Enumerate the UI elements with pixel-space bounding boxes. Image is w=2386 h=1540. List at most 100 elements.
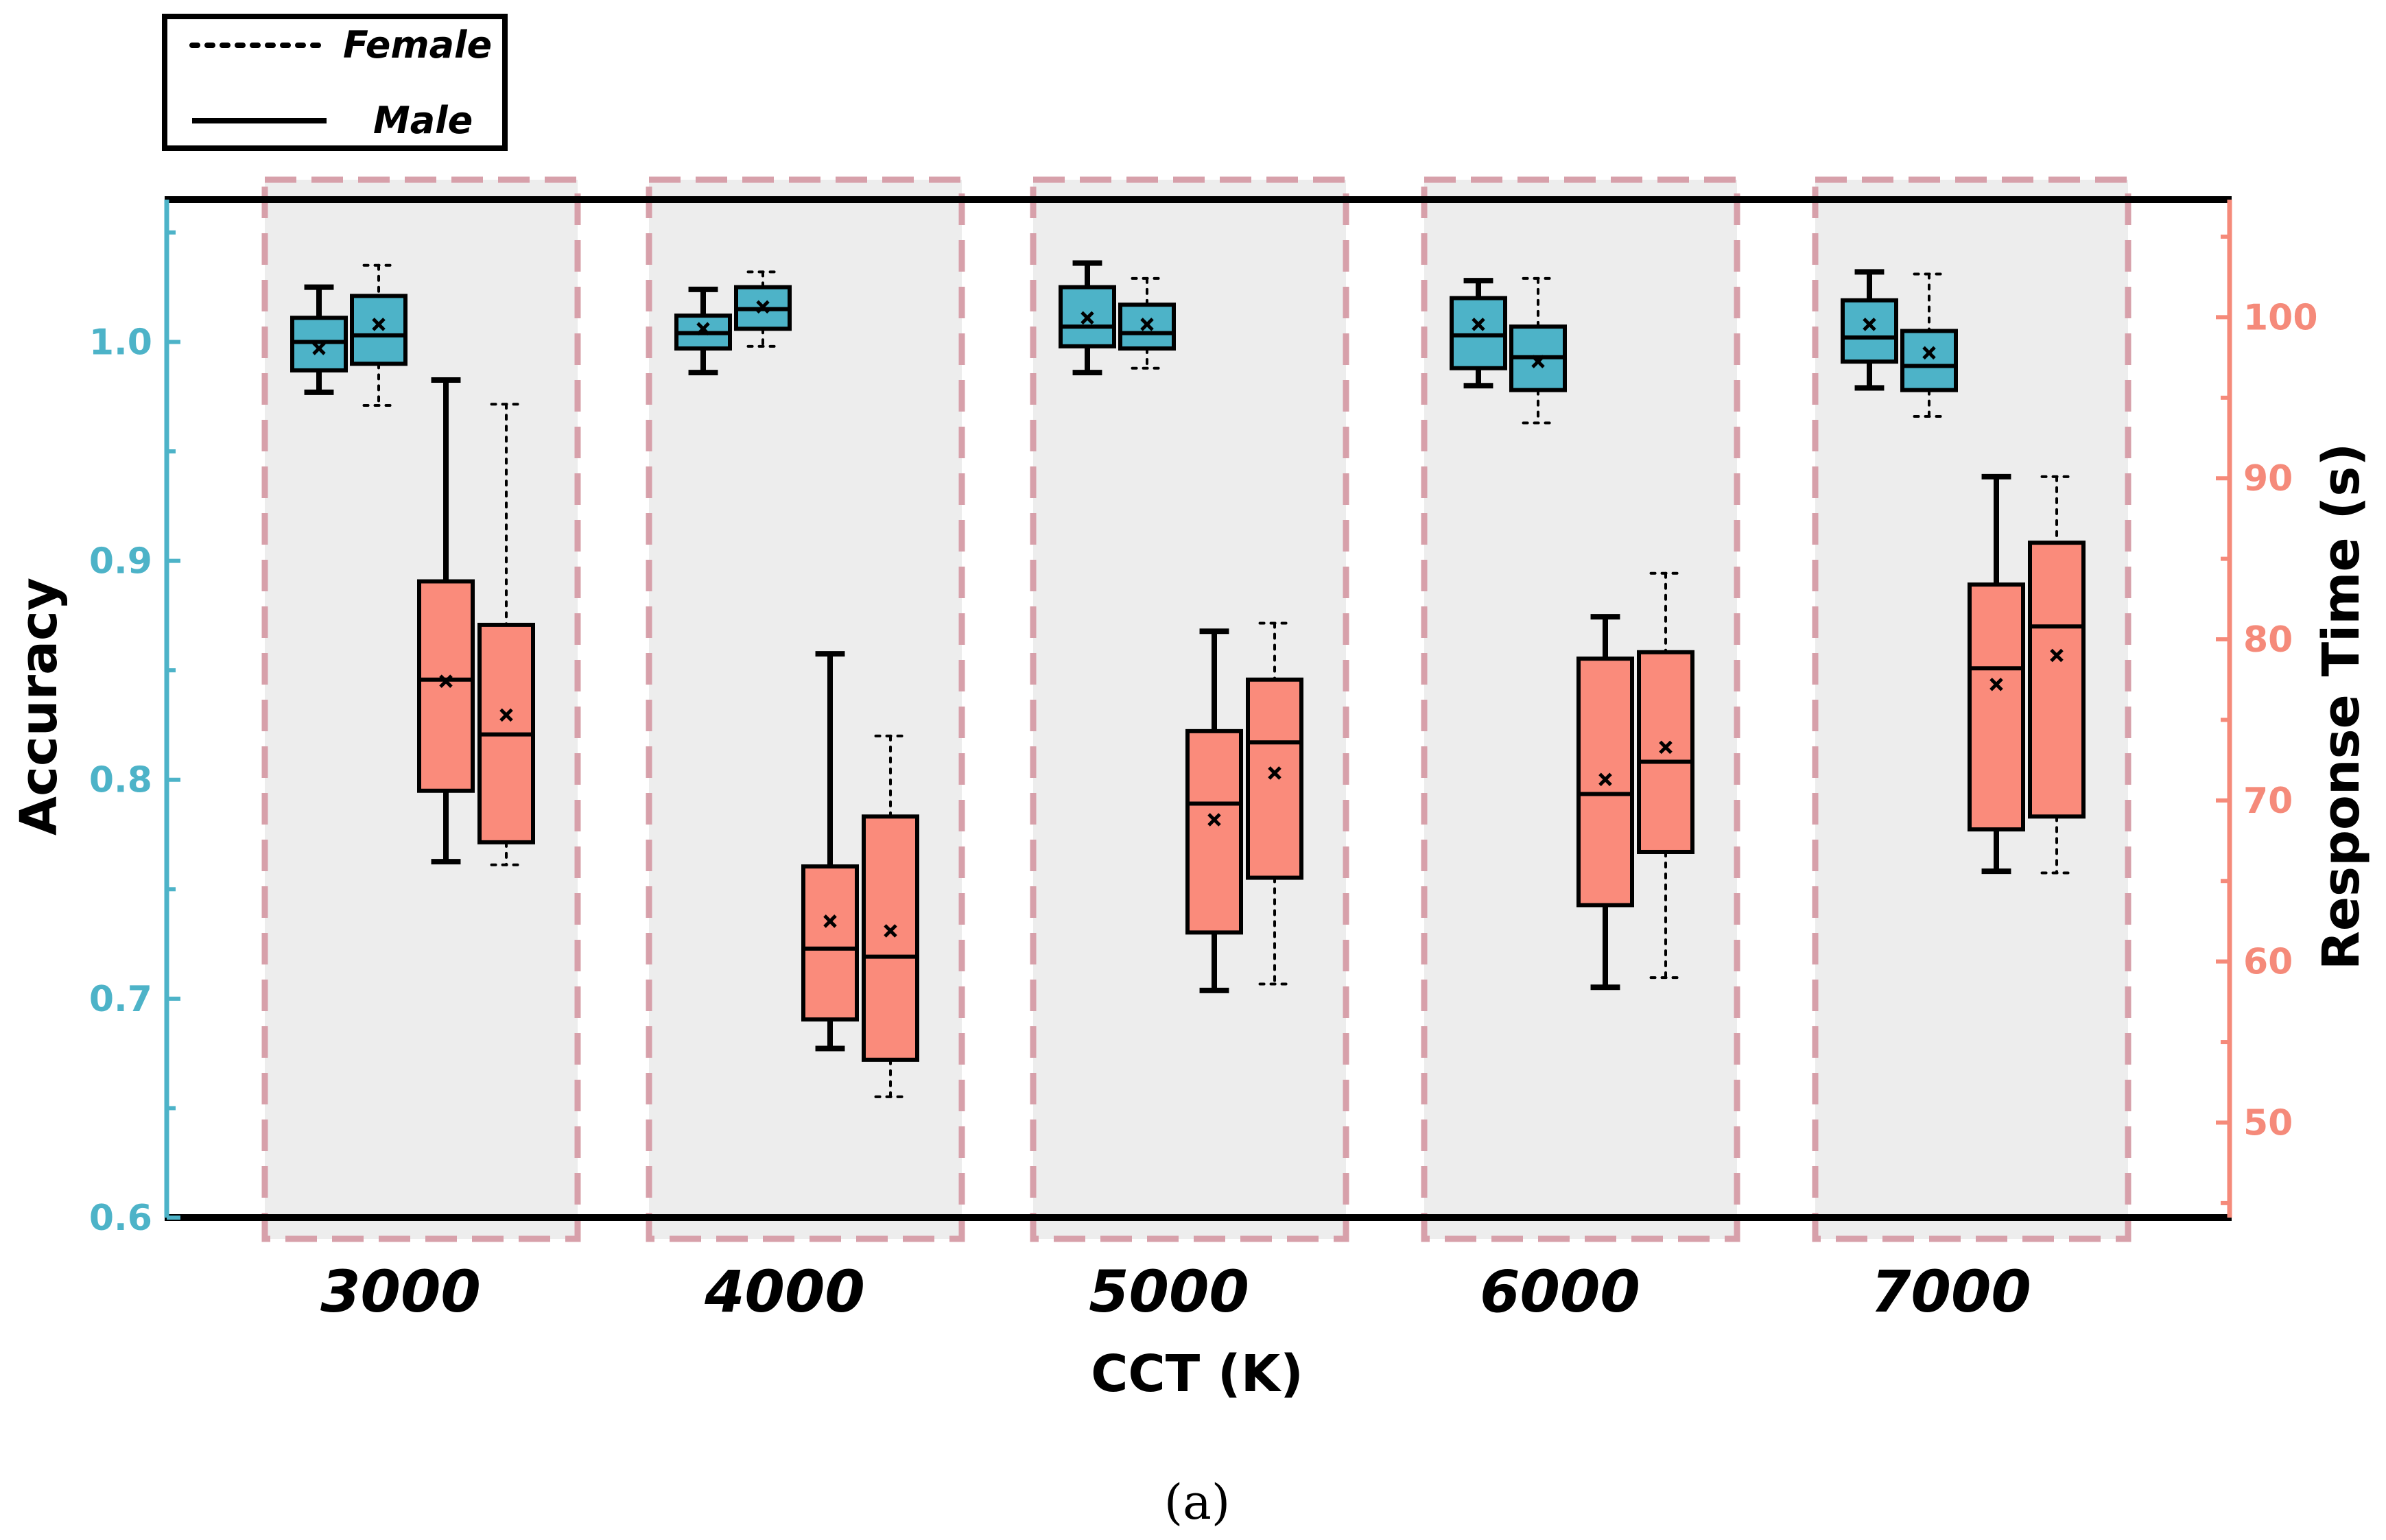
mean-marker [499,708,513,722]
left-tick-label: 0.6 [89,1198,152,1239]
right-tick-label: 60 [2243,942,2293,983]
series-accuracy-male- [290,260,1898,395]
mean-marker-stroke [499,708,513,722]
box-4000-male-left [674,286,732,376]
box-6000-male-right [1576,614,1634,991]
category-label-6000: 6000 [1480,1258,1640,1325]
mean-marker-stroke [823,914,837,928]
mean-marker [1989,678,2003,691]
left-tick-label: 0.7 [89,979,152,1020]
box-iqr [1968,582,2025,832]
mean-marker-stroke [312,342,326,355]
box-iqr [2028,541,2086,819]
box-iqr [290,316,348,372]
box-7000-male-right [1968,473,2025,875]
mean-marker-stroke [1922,346,1936,360]
box-3000-female-right [477,403,535,866]
mean-marker-stroke [1989,678,2003,691]
mean-marker-stroke [1080,311,1094,325]
category-label-3000: 3000 [320,1258,481,1325]
category-label-7000: 7000 [1871,1258,2031,1325]
mean-marker-stroke [439,674,453,688]
mean-marker-stroke [1472,318,1485,331]
mean-marker [439,674,453,688]
box-iqr [862,814,919,1062]
right-axis-ticks: 50 60 70 80 90 100 [2216,235,2318,1205]
mean-marker [1140,318,1154,331]
box-5000-male-right [1185,628,1243,993]
box-5000-male-left [1059,260,1116,376]
mean-marker [1472,318,1485,331]
box-4000-female-right [862,734,919,1098]
left-tick-label: 0.8 [89,760,152,801]
category-labels: 3000 4000 5000 6000 7000 [320,1258,2031,1325]
mean-marker-stroke [1863,318,1876,331]
box-iqr [350,294,407,366]
box-4000-female-left [734,270,792,348]
box-series [290,260,2086,1098]
category-label-4000: 4000 [704,1258,865,1325]
y-axis-right-title: Response Time (s) [2312,443,2371,970]
mean-marker [884,924,897,938]
mean-marker [1207,813,1221,827]
mean-marker [1598,772,1612,787]
mean-marker-stroke [1268,766,1281,780]
mean-marker-stroke [756,300,770,314]
box-5000-female-left [1118,276,1176,370]
mean-marker-stroke [1531,355,1545,368]
mean-marker [1080,311,1094,325]
mean-marker [1531,355,1545,368]
x-axis-title: CCT (K) [1091,1344,1303,1403]
mean-marker [1863,318,1876,331]
mean-marker [2050,648,2064,663]
box-6000-male-left [1450,278,1507,389]
mean-marker [1659,740,1673,755]
box-iqr [1841,298,1898,364]
box-6000-female-left [1509,276,1567,425]
series-accuracy-female- [350,263,1958,425]
y-axis-left-title: Accuracy [10,578,69,836]
mean-marker-stroke [1207,813,1221,827]
box-6000-female-right [1637,571,1694,980]
mean-marker [756,300,770,314]
series-response-time-male- [417,377,2025,1052]
right-tick-label: 50 [2243,1102,2293,1144]
mean-marker-stroke [1140,318,1154,331]
right-tick-label: 70 [2243,781,2293,822]
right-tick-label: 80 [2243,619,2293,661]
box-iqr [1450,296,1507,370]
series-response-time-female- [477,403,2086,1098]
mean-marker-stroke [696,322,710,336]
mean-marker-stroke [884,924,897,938]
box-7000-female-right [2028,475,2086,875]
box-iqr [1185,728,1243,935]
mean-marker [1922,346,1936,360]
box-7000-male-left [1841,269,1898,391]
legend-female-label: Female [343,23,492,67]
mean-marker [372,318,386,331]
box-iqr [1637,650,1694,854]
figure-caption: (a) [1164,1474,1230,1530]
left-tick-label: 0.9 [89,541,152,582]
right-tick-label: 100 [2243,297,2318,338]
box-iqr [801,864,859,1022]
box-5000-female-right [1246,621,1303,986]
left-axis-ticks: 0.6 0.7 0.8 0.9 1.0 [89,230,180,1239]
mean-marker-stroke [372,318,386,331]
box-3000-male-right [417,377,475,865]
box-iqr [1246,677,1303,880]
category-label-5000: 5000 [1089,1258,1249,1325]
mean-marker [1268,766,1281,780]
box-iqr [417,579,475,793]
mean-marker [696,322,710,336]
right-tick-label: 90 [2243,458,2293,499]
box-iqr [1900,329,1958,392]
box-7000-female-left [1900,272,1958,418]
mean-marker-stroke [2050,648,2064,663]
mean-marker [312,342,326,355]
legend-frame [162,14,508,151]
box-4000-male-right [801,651,859,1052]
left-tick-label: 1.0 [89,322,152,363]
mean-marker-stroke [1659,740,1673,755]
